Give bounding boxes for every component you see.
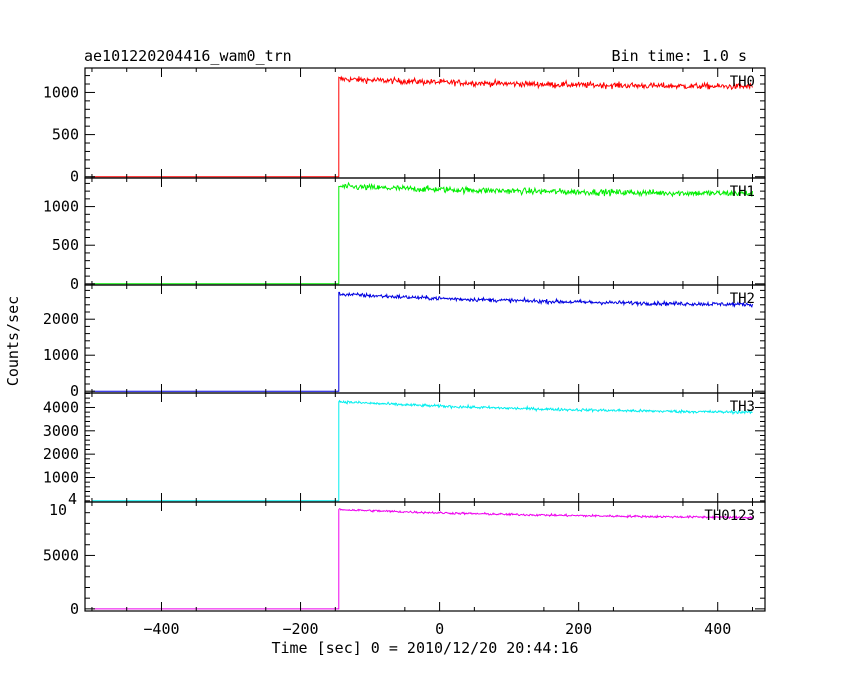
y-tick-label: 500 bbox=[52, 126, 79, 144]
x-axis-label: Time [sec] 0 = 2010/12/20 20:44:16 bbox=[271, 639, 578, 657]
series-label-th2: TH2 bbox=[730, 291, 755, 307]
panel-th3: 1000 2000 3000 4000 4 TH3 bbox=[43, 392, 766, 508]
y-tick-label: 2000 bbox=[43, 445, 79, 463]
panel-frame bbox=[84, 177, 766, 286]
y-tick-label: 3000 bbox=[43, 422, 79, 440]
y-tick-label: 2000 bbox=[43, 310, 79, 328]
x-tick-label: −200 bbox=[282, 620, 318, 638]
y-tick-label: 1000 bbox=[43, 198, 79, 216]
series-line-th1 bbox=[92, 181, 753, 285]
series-line-th2 bbox=[92, 291, 753, 392]
y-top-tick-label: 10 bbox=[49, 501, 67, 519]
panel-th1: 0 500 1000 TH1 bbox=[43, 177, 766, 293]
series-label-th3: TH3 bbox=[730, 399, 755, 415]
y-tick-label: 1000 bbox=[43, 83, 79, 101]
y-tick-label: 5000 bbox=[43, 546, 79, 564]
y-tick-label: 0 bbox=[70, 600, 79, 618]
panels: 05001000TH005001000TH1010002000TH2100020… bbox=[43, 67, 766, 638]
x-tick-label: 0 bbox=[435, 620, 444, 638]
x-tick-label: 400 bbox=[704, 620, 731, 638]
x-tick-label: 200 bbox=[565, 620, 592, 638]
y-tick-label: 1000 bbox=[43, 468, 79, 486]
panel-th0: 0 500 1000 TH0 bbox=[43, 67, 766, 186]
y-tick-label: 1000 bbox=[43, 346, 79, 364]
series-line-th0 bbox=[92, 75, 753, 178]
y-tick-label: 500 bbox=[52, 236, 79, 254]
y-exponent-label: 4 bbox=[68, 490, 77, 508]
panel-th0123: 0 5000 10 TH0123 bbox=[43, 501, 766, 618]
y-tick-label: 0 bbox=[70, 275, 79, 293]
series-label-th0123: TH0123 bbox=[704, 508, 755, 524]
y-tick-label: 4000 bbox=[43, 398, 79, 416]
panel-th2: 0 1000 2000 TH2 bbox=[43, 284, 766, 400]
chart-title-left: ae101220204416_wam0_trn bbox=[84, 47, 292, 65]
y-axis-label: Counts/sec bbox=[4, 296, 22, 386]
y-tick-label: 0 bbox=[70, 382, 79, 400]
chart-title-right: Bin time: 1.0 s bbox=[612, 47, 747, 65]
panel-frame bbox=[84, 501, 766, 612]
y-tick-label: 0 bbox=[70, 168, 79, 186]
x-tick-label: −400 bbox=[143, 620, 179, 638]
series-line-th0123 bbox=[92, 508, 753, 610]
panel-frame bbox=[84, 392, 766, 503]
series-label-th0: TH0 bbox=[730, 74, 755, 90]
series-line-th3 bbox=[92, 399, 753, 502]
series-label-th1: TH1 bbox=[730, 184, 755, 200]
panel-frame bbox=[84, 284, 766, 394]
